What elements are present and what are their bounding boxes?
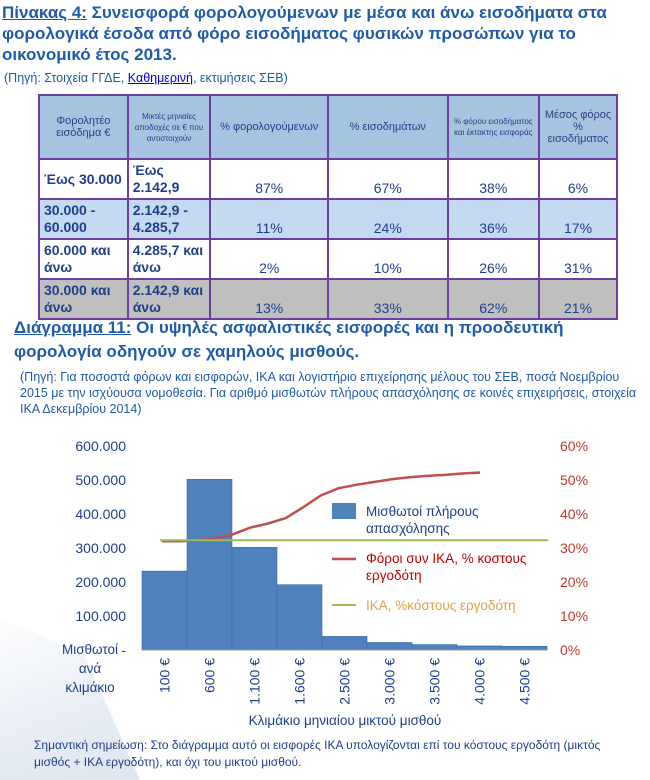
y-right-tick-label: 40% <box>560 506 588 522</box>
y-right-tick-label: 60% <box>560 438 588 454</box>
table-title: Πίνακας 4: Συνεισφορά φορολογούμενων με … <box>2 2 642 65</box>
table-row: 30.000 - 60.000 2.142,9 - 4.285,7 11% 24… <box>38 198 618 240</box>
y-right-tick-label: 30% <box>560 540 588 556</box>
x-tick-label: 3.000 € <box>382 658 398 705</box>
legend-bar-swatch <box>332 503 356 519</box>
cell-gross: 4.285,7 και άνω <box>126 238 212 280</box>
cell-incomes: 67% <box>327 158 449 200</box>
y-left-tick-label: 200.000 <box>75 574 126 590</box>
cell-tax: 38% <box>446 158 541 200</box>
cell-avg: 6% <box>538 158 618 200</box>
cell-tax: 62% <box>446 278 541 320</box>
bar <box>141 570 188 651</box>
bar <box>366 642 413 651</box>
y-right-tick-label: 10% <box>560 608 588 624</box>
x-tick-label: 2.500 € <box>337 658 353 705</box>
salary-chart: - 100.000 200.000 300.000 400.000 500.000 600.… <box>62 438 588 728</box>
y-left-tick-label: 500.000 <box>75 472 126 488</box>
y-right-tick-label: 50% <box>560 472 588 488</box>
legend-ika-label: ΙΚΑ, %κόστους εργοδότη <box>366 598 516 613</box>
bar <box>456 645 503 651</box>
header-taxable-income: Φορολητέο εισόδημα € <box>38 94 129 160</box>
cell-taxpayers: 11% <box>209 198 330 240</box>
table-row: 30.000 και άνω 2.142,9 και άνω 13% 33% 6… <box>38 278 618 320</box>
table-title-text: Συνεισφορά φορολογούμενων με μέσα και άν… <box>2 3 607 64</box>
cell-incomes: 33% <box>327 278 449 320</box>
cell-tax: 26% <box>446 238 541 280</box>
cell-income: Έως 30.000 <box>38 158 129 200</box>
cell-incomes: 24% <box>327 198 449 240</box>
x-axis-ticks: 100 € 600 € 1.100 € 1.600 € 2.500 € 3.000 € 3.… <box>157 658 533 705</box>
legend-tax-label: Φόροι συν ΙΚΑ, % κοστους εργοδότη <box>366 551 527 583</box>
bar <box>411 644 458 651</box>
bar-series <box>141 479 548 651</box>
diagram-title-text: Οι υψηλές ασφαλιστικές εισφορές και η πρ… <box>14 318 564 361</box>
right-axis-ticks: 0% 10% 20% 30% 40% 50% 60% <box>560 438 588 658</box>
x-tick-label: 1.100 € <box>247 658 263 705</box>
kathimerini-link[interactable]: Καθημερινή <box>127 71 193 85</box>
cell-taxpayers: 2% <box>209 238 330 280</box>
y-axis-left-label: Μισθωτοί ανά κλιμάκιο <box>62 642 118 695</box>
cell-gross: 2.142,9 - 4.285,7 <box>126 198 212 240</box>
cell-tax: 36% <box>446 198 541 240</box>
bar <box>231 547 278 651</box>
bar <box>276 584 323 651</box>
tax-table: Φορολητέο εισόδημα € Μικτές μηνιαίες απο… <box>38 94 618 320</box>
cell-incomes: 10% <box>327 238 449 280</box>
x-tick-label: 4.500 € <box>517 658 533 705</box>
diagram-title-prefix: Διάγραμμα 11: <box>14 318 132 337</box>
table-source-before: (Πηγή: Στοιχεία ΓΓΔΕ, <box>4 71 128 85</box>
left-axis-ticks: - 100.000 200.000 300.000 400.000 500.000 600.… <box>75 438 126 658</box>
table-header-row: Φορολητέο εισόδημα € Μικτές μηνιαίες απο… <box>38 94 618 160</box>
diagram-source: (Πηγή: Για ποσοστά φόρων και εισφορών, Ι… <box>20 370 637 416</box>
table-source-after: , εκτιμήσεις ΣΕΒ) <box>192 71 288 85</box>
cell-gross: 2.142,9 και άνω <box>126 278 212 320</box>
bar <box>501 645 548 651</box>
x-tick-label: 100 € <box>157 658 173 693</box>
cell-income: 30.000 - 60.000 <box>38 198 129 240</box>
y-right-tick-label: 20% <box>560 574 588 590</box>
legend-bar-label: Μισθωτοί πλήρους απασχόλησης <box>366 504 479 536</box>
x-axis-label: Κλιμάκιο μηνιαίου μικτού μισθού <box>249 713 442 728</box>
header-pct-taxpayers: % φορολογούμενων <box>209 94 330 160</box>
header-pct-tax: % φόρου εισοδήματος και έκτακτης εισφορά… <box>446 94 541 160</box>
y-right-tick-label: 0% <box>560 642 580 658</box>
table-source: (Πηγή: Στοιχεία ΓΓΔΕ, Καθημερινή, εκτιμή… <box>4 71 288 85</box>
y-left-tick-label: - <box>121 642 126 658</box>
cell-taxpayers: 13% <box>209 278 330 320</box>
bar <box>186 479 233 651</box>
table-title-prefix: Πίνακας 4: <box>2 3 87 22</box>
tax-plus-ika-line <box>162 471 481 543</box>
header-pct-incomes: % εισοδημάτων <box>327 94 449 160</box>
y-left-tick-label: 600.000 <box>75 438 126 454</box>
x-tick-label: 3.500 € <box>427 658 443 705</box>
important-note: Σημαντική σημείωση: Στο διάγραμμα αυτό ο… <box>34 738 601 769</box>
cell-avg: 21% <box>538 278 618 320</box>
x-tick-label: 600 € <box>202 658 218 693</box>
cell-avg: 31% <box>538 238 618 280</box>
y-left-tick-label: 300.000 <box>75 540 126 556</box>
x-tick-label: 1.600 € <box>292 658 308 705</box>
cell-avg: 17% <box>538 198 618 240</box>
cell-gross: Έως 2.142,9 <box>126 158 212 200</box>
y-left-tick-label: 100.000 <box>75 608 126 624</box>
y-left-tick-label: 400.000 <box>75 506 126 522</box>
cell-taxpayers: 87% <box>209 158 330 200</box>
cell-income: 60.000 και άνω <box>38 238 129 280</box>
chart-legend: Μισθωτοί πλήρους απασχόλησης Φόροι συν ΙΚΑ… <box>332 503 527 613</box>
table-row: Έως 30.000 Έως 2.142,9 87% 67% 38% 6% <box>38 158 618 200</box>
header-avg-tax: Μέσος φόρος % εισοδήματος <box>538 94 618 160</box>
bar <box>321 636 368 651</box>
header-gross-monthly: Μικτές μηνιαίες αποδοχές σε € που αντιστ… <box>126 94 212 160</box>
diagram-title: Διάγραμμα 11: Οι υψηλές ασφαλιστικές εισ… <box>14 316 644 364</box>
cell-income: 30.000 και άνω <box>38 278 129 320</box>
table-row: 60.000 και άνω 4.285,7 και άνω 2% 10% 26… <box>38 238 618 280</box>
x-tick-label: 4.000 € <box>472 658 488 705</box>
